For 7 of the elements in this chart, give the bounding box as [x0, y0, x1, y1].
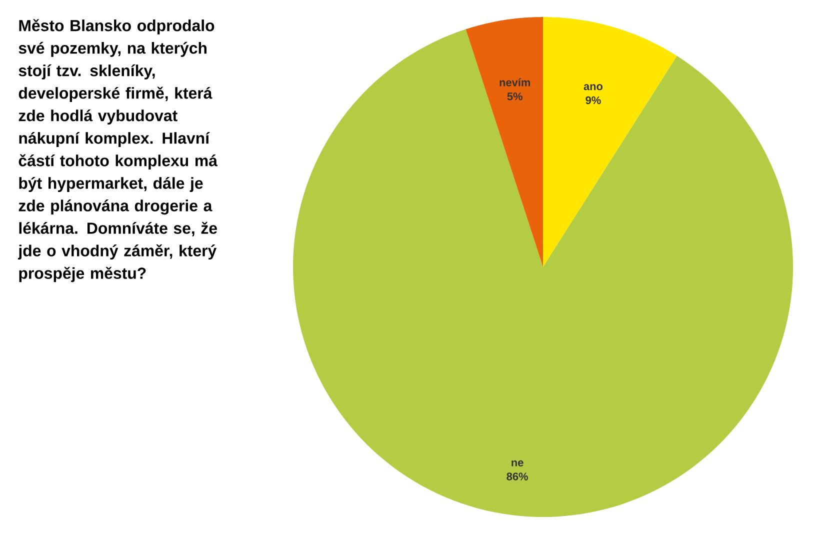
data-label: 86% — [506, 472, 528, 480]
data-label: 5% — [507, 92, 522, 100]
slice-label: ne — [512, 460, 524, 466]
slice-label: ano — [584, 84, 603, 90]
data-label: 9% — [586, 96, 601, 104]
chart-title: Město Blansko odprodalo své pozemky, na kterých stojí tzv. skleníky, developerské firmě, která zde hodlá vybudovat nákupní komplex. Hlavní částí tohoto komplexu má být hypermarket, dále je zde plánována drogerie a lékárna. Domníváte se, že jde o vhodný záměr, který prospěje městu? — [18, 19, 218, 282]
slice-label: nevím — [500, 78, 530, 86]
